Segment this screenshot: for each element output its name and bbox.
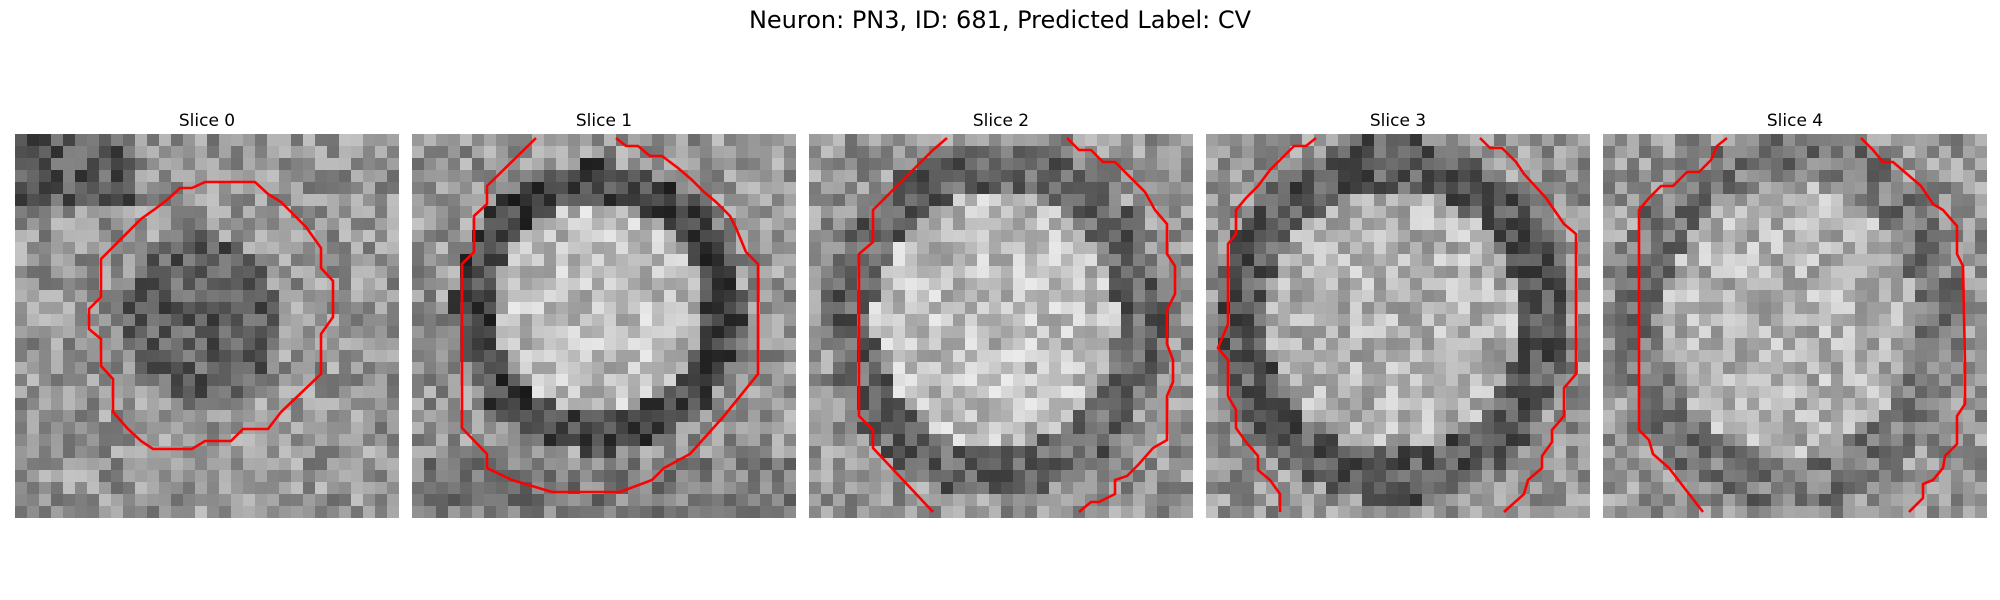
slice-image-3	[1206, 134, 1590, 518]
slice-image-1	[412, 134, 796, 518]
slice-image-4	[1603, 134, 1987, 518]
cell-contour	[1637, 136, 1728, 513]
cell-contour	[87, 180, 335, 451]
slice-panel-3: Slice 3	[1206, 108, 1590, 518]
slice-title: Slice 2	[972, 111, 1030, 131]
slice-image-0	[15, 134, 399, 518]
slice-title: Slice 4	[1766, 111, 1824, 131]
slice-panel-0: Slice 0	[15, 108, 399, 518]
slice-panel-1: Slice 1	[412, 108, 796, 518]
slice-title: Slice 3	[1369, 111, 1427, 131]
slice-title: Slice 1	[575, 111, 633, 131]
slice-title: Slice 0	[178, 111, 236, 131]
cell-contour	[1860, 137, 1967, 513]
cell-contour	[1479, 137, 1578, 513]
cell-contour	[1216, 136, 1317, 512]
cell-contour	[460, 136, 760, 494]
slice-panel-2: Slice 2	[809, 108, 1193, 518]
figure-title: Neuron: PN3, ID: 681, Predicted Label: C…	[748, 6, 1252, 34]
slice-panel-4: Slice 4	[1603, 108, 1987, 518]
cell-contour	[1066, 137, 1177, 513]
cell-contour	[857, 137, 948, 513]
slice-image-2	[809, 134, 1193, 518]
